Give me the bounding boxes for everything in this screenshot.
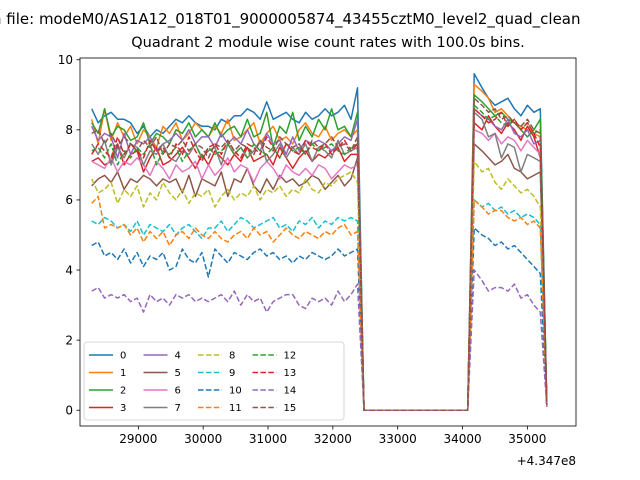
legend-label-12: 12 [284, 351, 297, 362]
x-tick-label: 34000 [443, 432, 481, 446]
y-tick-label: 6 [65, 193, 73, 207]
plot-frame [79, 57, 577, 427]
x-tick-label: 30000 [184, 432, 222, 446]
legend-box [83, 341, 345, 421]
legend-label-9: 9 [229, 368, 235, 379]
series-line-13 [91, 108, 548, 411]
legend-label-6: 6 [175, 386, 181, 397]
y-tick-label: 4 [65, 263, 73, 277]
legend-label-1: 1 [120, 368, 126, 379]
x-tick-label: 29000 [119, 432, 157, 446]
figure-title: n file: modeM0/AS1A12_018T01_9000005874_… [0, 10, 581, 28]
legend-label-13: 13 [284, 368, 297, 379]
legend-label-10: 10 [229, 386, 242, 397]
legend-label-15: 15 [284, 403, 297, 414]
series-line-10 [91, 227, 548, 411]
legend-label-8: 8 [229, 351, 235, 362]
legend-label-5: 5 [175, 368, 181, 379]
legend-label-0: 0 [120, 351, 126, 362]
legend-label-4: 4 [175, 351, 181, 362]
chart-title: Quadrant 2 module wise count rates with … [131, 35, 525, 51]
x-tick-label: 33000 [379, 432, 417, 446]
series-line-9 [91, 199, 548, 411]
x-tick-label: 31000 [249, 432, 287, 446]
legend-label-11: 11 [229, 403, 242, 414]
series-line-11 [91, 195, 548, 411]
legend-label-2: 2 [120, 386, 126, 397]
x-tick-label: 35000 [508, 432, 546, 446]
legend-label-3: 3 [120, 403, 126, 414]
series-line-15 [91, 97, 548, 411]
legend-label-7: 7 [175, 403, 181, 414]
y-tick-label: 2 [65, 333, 73, 347]
y-tick-label: 8 [65, 123, 73, 137]
legend-label-14: 14 [284, 386, 297, 397]
series-line-8 [91, 160, 548, 411]
y-tick-label: 0 [65, 404, 73, 418]
x-tick-label: 32000 [314, 432, 352, 446]
x-offset-label: +4.347e8 [517, 454, 576, 468]
y-tick-label: 10 [58, 53, 73, 67]
series-line-14 [91, 269, 548, 411]
